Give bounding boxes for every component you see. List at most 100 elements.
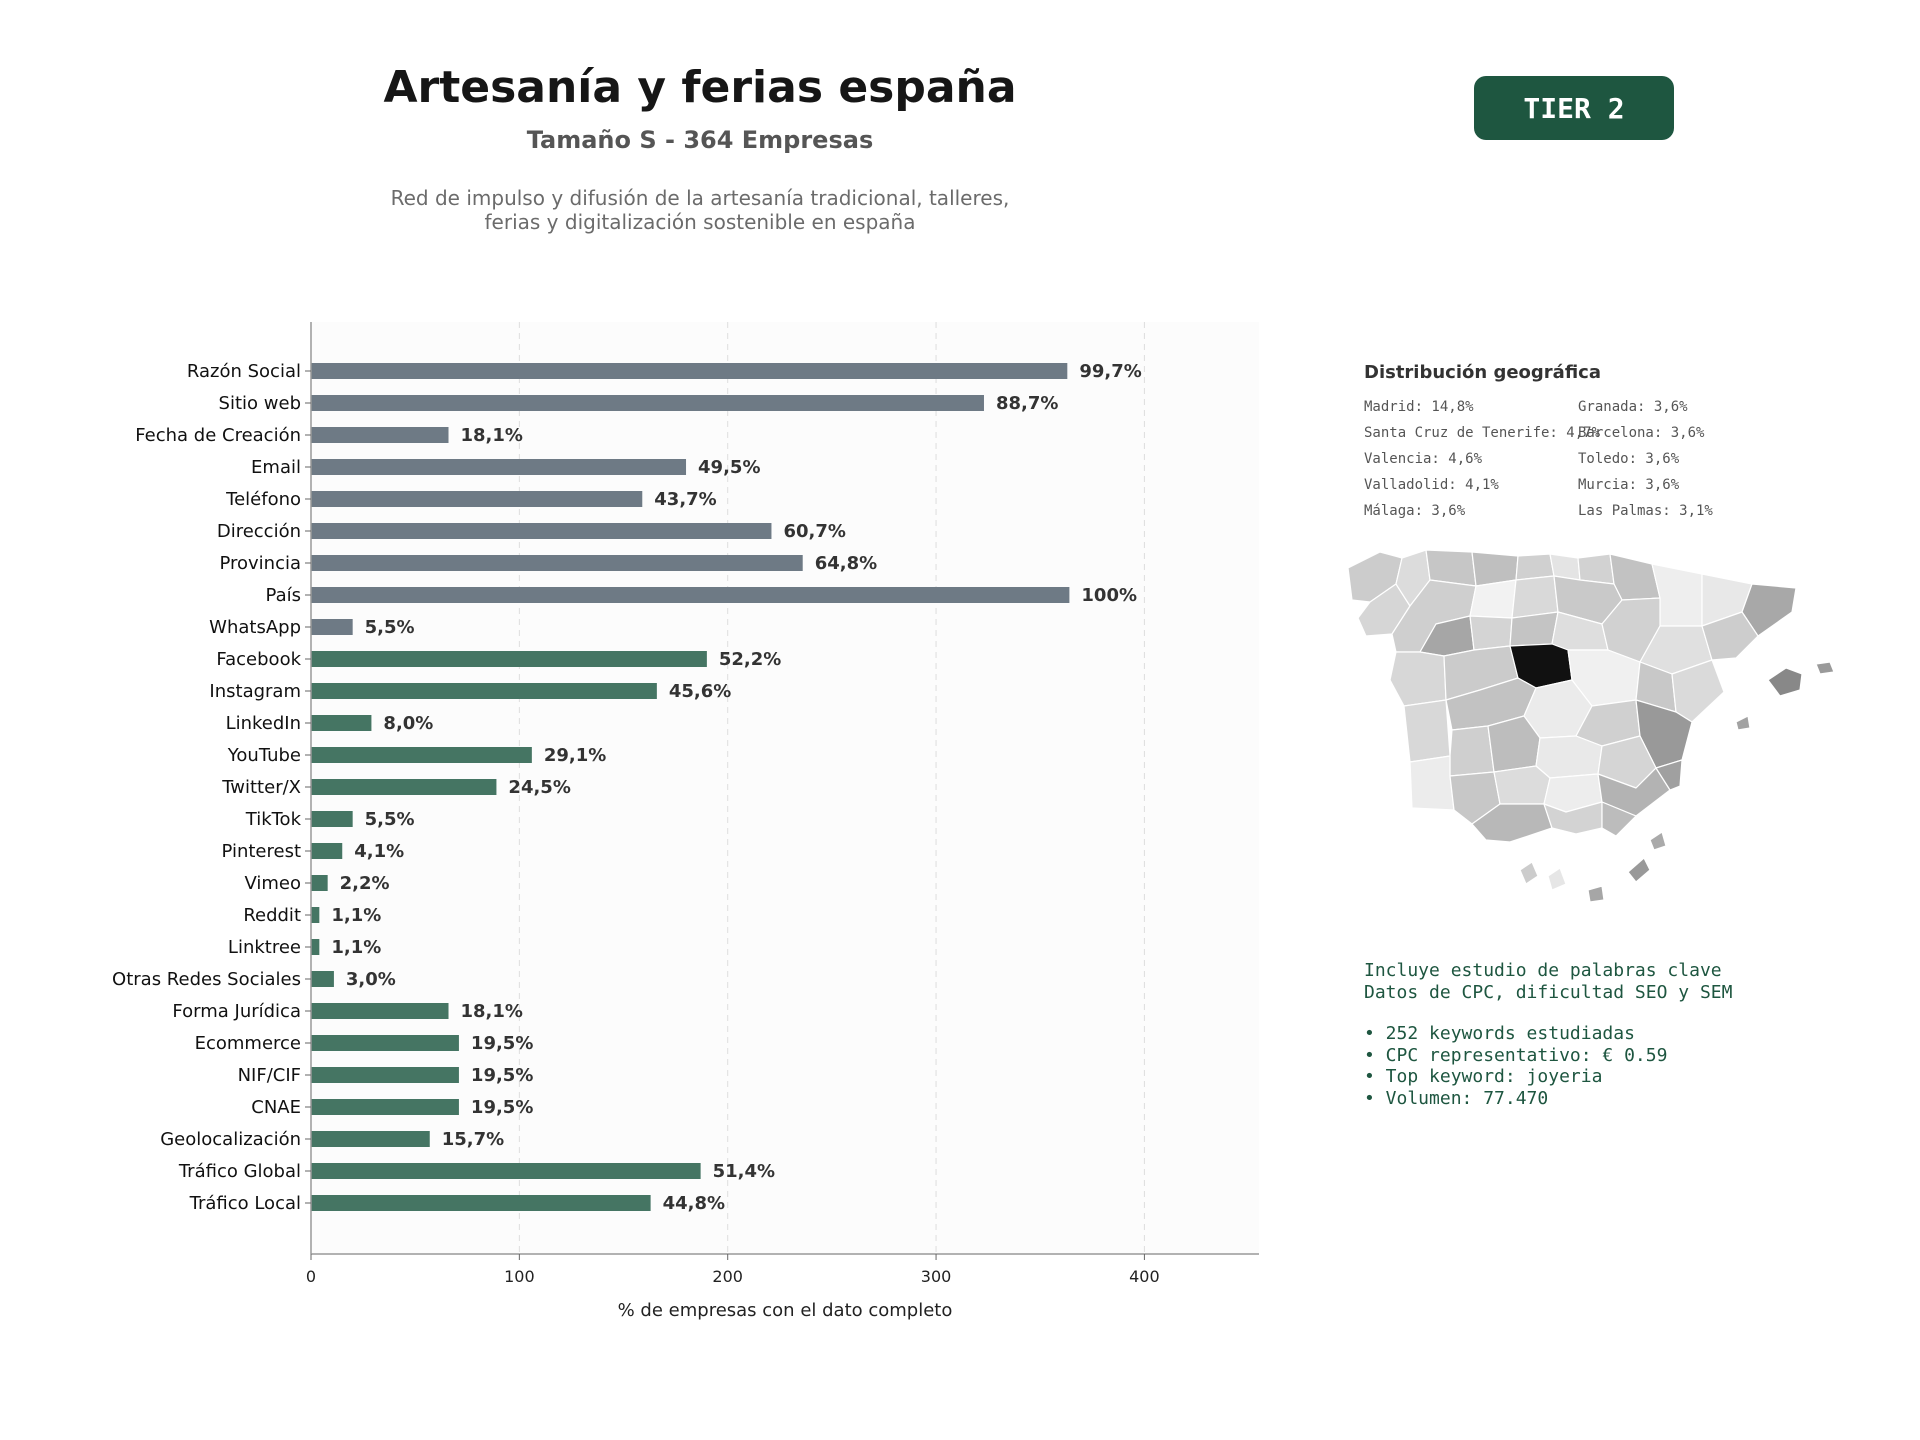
bar xyxy=(311,587,1070,603)
grid-lines xyxy=(518,322,1145,1254)
geo-entry: Valladolid: 4,1% xyxy=(1364,477,1499,493)
bar xyxy=(311,363,1068,379)
bar-value-label: 49,5% xyxy=(698,457,760,478)
spain-province-map xyxy=(1347,549,1835,903)
category-label: Vimeo xyxy=(244,873,301,894)
bar xyxy=(311,907,320,923)
map-region xyxy=(1403,699,1451,763)
bar-value-label: 19,5% xyxy=(471,1033,533,1054)
geo-entry: Valencia: 4,6% xyxy=(1364,451,1483,467)
bar-value-label: 1,1% xyxy=(331,905,381,926)
category-label: Geolocalización xyxy=(160,1129,301,1150)
map-region xyxy=(1519,861,1539,885)
x-tick-label: 400 xyxy=(1129,1267,1160,1286)
category-label: País xyxy=(266,585,301,606)
map-region xyxy=(1547,867,1567,891)
bar xyxy=(311,971,334,987)
bar xyxy=(311,1163,701,1179)
bar xyxy=(311,843,343,859)
bar xyxy=(311,491,643,507)
bar xyxy=(311,875,328,891)
map-region xyxy=(1601,801,1637,837)
category-label: Instagram xyxy=(209,681,301,702)
category-label: Twitter/X xyxy=(221,777,301,798)
bar xyxy=(311,1099,459,1115)
category-label: Ecommerce xyxy=(195,1033,301,1054)
x-axis-label: % de empresas con el dato completo xyxy=(618,1300,953,1321)
bar-value-label: 19,5% xyxy=(471,1097,533,1118)
bar xyxy=(311,1035,459,1051)
geo-entry: Murcia: 3,6% xyxy=(1578,477,1680,493)
category-label: Teléfono xyxy=(225,489,301,510)
tier-badge: TIER 2 xyxy=(1474,76,1674,140)
bar-value-label: 44,8% xyxy=(663,1193,725,1214)
bar-value-label: 5,5% xyxy=(365,617,415,638)
map-region xyxy=(1627,857,1651,883)
bar-value-label: 64,8% xyxy=(815,553,877,574)
category-label: Email xyxy=(251,457,301,478)
keywords-bullet: • Top keyword: joyeria xyxy=(1364,1066,1603,1087)
bar-value-label: 51,4% xyxy=(713,1161,775,1182)
category-label: Dirección xyxy=(217,521,301,542)
bar xyxy=(311,427,449,443)
keywords-bullet: • Volumen: 77.470 xyxy=(1364,1087,1549,1109)
geo-entry: Las Palmas: 3,1% xyxy=(1578,503,1713,519)
completeness-bar-chart: 99,7% 88,7% 18,1% 49,5% 43,7% 60,7% 64,8% 100% 5… xyxy=(112,322,1259,1321)
category-label: NIF/CIF xyxy=(238,1065,301,1086)
page-subtitle: Tamaño S - 364 Empresas xyxy=(526,126,874,154)
map-region xyxy=(1735,715,1751,731)
bar-value-label: 88,7% xyxy=(996,393,1058,414)
keywords-intro-line: Incluye estudio de palabras clave xyxy=(1364,960,1722,981)
category-label: Reddit xyxy=(243,905,301,926)
map-region xyxy=(1767,667,1803,697)
category-label: CNAE xyxy=(251,1097,301,1118)
bar xyxy=(311,619,353,635)
bar xyxy=(311,811,353,827)
bar xyxy=(311,651,707,667)
map-region xyxy=(1509,611,1559,647)
geo-entry: Madrid: 14,8% xyxy=(1364,399,1474,415)
bar-value-label: 19,5% xyxy=(471,1065,533,1086)
geo-entry: Santa Cruz de Tenerife: 4,7% xyxy=(1364,425,1601,441)
map-region xyxy=(1815,661,1835,675)
geo-distribution-list: Madrid: 14,8% Granada: 3,6% Santa Cruz d… xyxy=(1364,398,1764,520)
bar xyxy=(311,683,657,699)
map-region xyxy=(1409,755,1455,811)
category-label: Linktree xyxy=(228,937,301,958)
geo-distribution-title: Distribución geográfica xyxy=(1364,362,1601,383)
category-label: TikTok xyxy=(245,809,302,830)
category-label: Tráfico Global xyxy=(178,1161,301,1182)
bar xyxy=(311,395,984,411)
map-region xyxy=(1469,615,1513,651)
x-tick-label: 100 xyxy=(504,1267,535,1286)
category-label: Otras Redes Sociales xyxy=(112,969,301,990)
bar-value-label: 2,2% xyxy=(340,873,390,894)
map-region xyxy=(1577,553,1615,585)
map-region xyxy=(1389,651,1447,707)
bar xyxy=(311,939,320,955)
keywords-panel: Incluye estudio de palabras clave Datos … xyxy=(1364,960,1884,1109)
bar-value-label: 100% xyxy=(1081,585,1137,606)
bar xyxy=(311,1195,651,1211)
category-label: Sitio web xyxy=(219,393,301,414)
bar-value-label: 45,6% xyxy=(669,681,731,702)
bar xyxy=(311,555,803,571)
geo-entry: Barcelona: 3,6% xyxy=(1578,425,1705,441)
map-region xyxy=(1655,759,1683,791)
x-tick-label: 200 xyxy=(712,1267,743,1286)
category-label: Facebook xyxy=(216,649,301,670)
map-region xyxy=(1493,765,1551,805)
geo-entry: Málaga: 3,6% xyxy=(1364,503,1466,519)
bar-value-label: 52,2% xyxy=(719,649,781,670)
bar-value-label: 99,7% xyxy=(1079,361,1141,382)
bar xyxy=(311,715,372,731)
bar-value-label: 18,1% xyxy=(461,425,523,446)
keywords-bullet: • 252 keywords estudiadas xyxy=(1364,1023,1635,1044)
keywords-bullet: • CPC representativo: € 0.59 xyxy=(1364,1044,1668,1066)
bar xyxy=(311,1067,459,1083)
bar-value-label: 4,1% xyxy=(354,841,404,862)
bar xyxy=(311,747,532,763)
bar xyxy=(311,1131,430,1147)
bars: 99,7% 88,7% 18,1% 49,5% 43,7% 60,7% 64,8% 100% 5… xyxy=(311,361,1142,1214)
description-line: Red de impulso y difusión de la artesaní… xyxy=(390,186,1010,210)
